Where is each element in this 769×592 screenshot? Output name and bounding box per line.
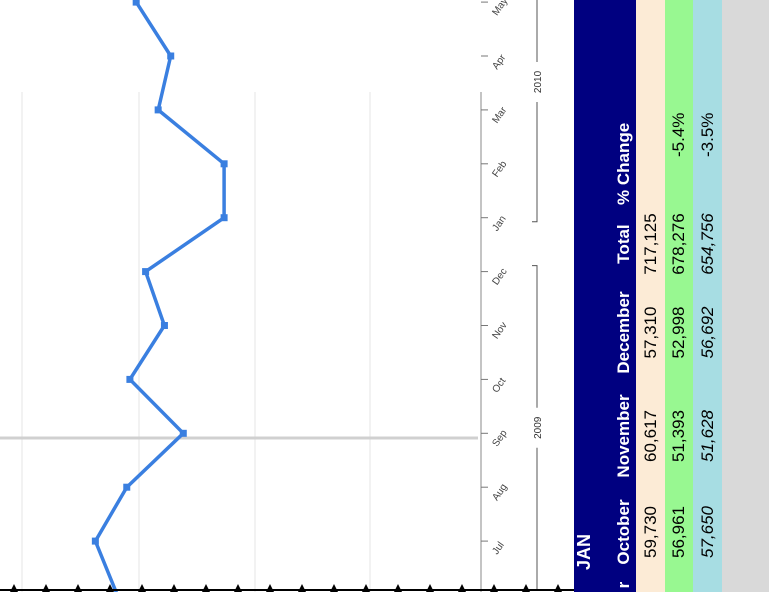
table-cell <box>722 279 769 386</box>
arrow-marker <box>74 584 82 592</box>
table-header-cell: % Change <box>574 0 636 209</box>
x-tick-label: Apr <box>490 52 508 72</box>
table-cell <box>636 578 665 592</box>
data-point <box>179 429 187 437</box>
x-tick-label: Sep <box>490 428 509 449</box>
table-cell: 654,756 <box>693 209 722 279</box>
table-cell <box>722 209 769 279</box>
data-point <box>132 0 140 6</box>
table-header-cell: r <box>574 578 636 592</box>
table-cell <box>636 0 665 209</box>
year-label: 2010 <box>533 70 544 93</box>
table-cell: 59,730 <box>636 486 665 578</box>
table-header-cell: Total <box>574 209 636 279</box>
series-points <box>91 0 228 545</box>
data-point <box>160 322 168 329</box>
table-cell <box>722 0 769 209</box>
table-cell: 60,617 <box>636 386 665 486</box>
series-line <box>93 0 226 592</box>
arrow-marker <box>554 584 562 592</box>
table-cell: 52,998 <box>665 279 693 386</box>
arrow-marker <box>394 584 402 592</box>
table-cell: 51,628 <box>693 386 722 486</box>
table-cell <box>722 578 769 592</box>
table-cell: 56,692 <box>693 279 722 386</box>
data-point <box>142 268 150 276</box>
arrow-marker <box>202 584 210 592</box>
table-cell: 717,125 <box>636 209 665 279</box>
bottom-arrow-row <box>0 584 574 592</box>
year-label: 2009 <box>533 416 544 439</box>
x-tick-label: May <box>490 0 510 18</box>
table-cell <box>722 486 769 578</box>
arrow-marker <box>106 584 114 592</box>
table-cell <box>722 386 769 486</box>
x-tick-label: Nov <box>490 320 509 341</box>
x-tick-label: Jan <box>490 214 508 234</box>
data-point <box>126 375 134 383</box>
year-brackets: 2009 2010 <box>532 0 544 591</box>
table-cell: 678,276 <box>665 209 693 279</box>
arrow-marker <box>10 584 18 592</box>
table-row: 56,961 51,393 52,998 678,276 -5.4% <box>665 0 693 592</box>
table-cell <box>665 578 693 592</box>
table-cell: -3.5% <box>693 0 722 209</box>
table-cell: 56,961 <box>665 486 693 578</box>
x-tick-label: Jul <box>490 540 506 557</box>
arrow-marker <box>490 584 498 592</box>
table-title: JAN <box>574 533 594 570</box>
arrow-marker <box>426 584 434 592</box>
year-bracket <box>532 0 538 223</box>
arrow-marker <box>138 584 146 592</box>
x-tick-label: Oct <box>490 376 508 395</box>
data-point <box>154 106 162 114</box>
table-cell: 57,310 <box>636 279 665 386</box>
arrow-marker <box>234 584 242 592</box>
x-tick-label: Feb <box>490 159 509 180</box>
arrow-marker <box>266 584 274 592</box>
table-row: 59,730 60,617 57,310 717,125 <box>636 0 665 592</box>
data-point <box>167 52 175 60</box>
table-row <box>722 0 769 592</box>
data-point <box>123 483 131 491</box>
arrow-marker <box>330 584 338 592</box>
table-cell: 51,393 <box>665 386 693 486</box>
x-tick-label: Mar <box>490 105 509 126</box>
table-row: 57,650 51,628 56,692 654,756 -3.5% <box>693 0 722 592</box>
x-tick-label: Aug <box>490 482 509 503</box>
table-header-cell: December <box>574 279 636 386</box>
data-point <box>91 537 99 545</box>
table-cell <box>693 578 722 592</box>
data-point <box>220 160 228 168</box>
chart-grid <box>21 92 371 592</box>
data-point <box>220 214 228 222</box>
x-tick-label: Dec <box>490 266 509 287</box>
table-cell: 57,650 <box>693 486 722 578</box>
arrow-marker <box>522 584 530 592</box>
arrow-marker <box>42 584 50 592</box>
line-chart: JunJulAugSepOctNovDecJanFebMarAprMayJun … <box>0 0 574 592</box>
arrow-marker <box>170 584 178 592</box>
x-axis-ticks <box>481 1 488 542</box>
arrow-marker <box>362 584 370 592</box>
table-cell: -5.4% <box>665 0 693 209</box>
arrow-marker <box>298 584 306 592</box>
table-header-cell: November <box>574 386 636 486</box>
arrow-marker <box>458 584 466 592</box>
x-axis-labels: JunJulAugSepOctNovDecJanFebMarAprMayJun <box>490 0 510 592</box>
